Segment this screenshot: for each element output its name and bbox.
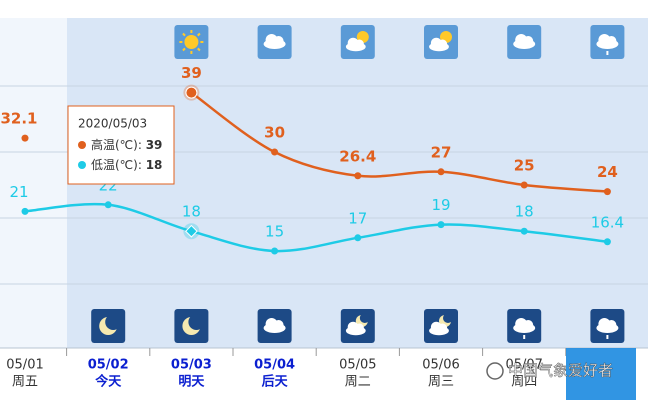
tooltip-row: 高温(℃): 39 [91, 137, 162, 152]
date-label: 05/01 [6, 358, 43, 373]
value-label: 15 [265, 223, 284, 241]
point [437, 168, 445, 176]
tooltip-label: 低温(℃): [91, 158, 146, 172]
date-label: 05/07 [505, 358, 542, 373]
sun-ray [182, 47, 186, 52]
tooltip-label: 高温(℃): [91, 137, 146, 152]
weekday-label: 明天 [178, 375, 205, 390]
tooltip-dot [78, 141, 86, 149]
point [21, 207, 29, 215]
value-label: 19 [431, 196, 450, 214]
point [603, 238, 611, 246]
date-label: 05/05 [339, 358, 376, 373]
sun-ray [182, 32, 186, 37]
weekday-label: 今天 [94, 374, 122, 390]
moon-cut [188, 314, 205, 330]
weekday-label: 周四 [511, 375, 537, 390]
sun-ray [197, 32, 201, 37]
value-label: 24 [597, 163, 618, 181]
point [271, 148, 279, 156]
value-label: 27 [431, 143, 452, 161]
point [354, 234, 362, 242]
value-label: 26.4 [339, 147, 376, 165]
tooltip-value: 39 [146, 138, 163, 152]
date-label: 05/06 [422, 358, 459, 373]
value-label: 16.4 [591, 213, 624, 231]
point [185, 224, 198, 238]
value-label: 39 [181, 64, 202, 82]
weekday-label: 周二 [345, 375, 371, 390]
value-label: 32.1 [0, 110, 37, 128]
cloud-part [354, 39, 364, 49]
value-label: 25 [514, 157, 535, 175]
date-label: 05/03 [171, 358, 212, 373]
cloud-part [354, 323, 364, 333]
value-label: 17 [348, 209, 367, 227]
cloud-part [438, 39, 448, 49]
tooltip-dot [78, 161, 86, 169]
date-label: 05/02 [88, 358, 129, 373]
cloud-part [273, 36, 284, 46]
cloud-part [606, 36, 617, 46]
logo-box [566, 348, 636, 400]
point [271, 247, 279, 255]
temp-line [190, 91, 608, 193]
moon-cut [359, 313, 370, 323]
point [185, 86, 198, 99]
point [21, 134, 29, 142]
value-label: 18 [182, 203, 201, 221]
point [104, 201, 112, 209]
sun-ray [197, 47, 201, 52]
point [354, 172, 362, 180]
point [603, 188, 611, 196]
cloud-part [606, 320, 617, 330]
cloud-part [523, 36, 534, 46]
weekday-label: 周三 [428, 375, 454, 390]
point [437, 221, 445, 229]
cloud-part [438, 323, 448, 333]
temp-line [24, 202, 608, 253]
sun [184, 35, 199, 49]
point [520, 227, 528, 235]
value-label: 21 [9, 183, 28, 201]
tooltip-row: 低温(℃): 18 [91, 158, 162, 172]
tooltip-title: 2020/05/03 [78, 117, 147, 131]
date-label: 05/04 [254, 358, 295, 373]
logo-icon [486, 362, 504, 380]
value-label: 30 [264, 124, 285, 142]
moon-cut [105, 314, 122, 330]
cloud-part [273, 320, 284, 330]
weekday-label: 后天 [262, 374, 289, 390]
point [520, 181, 528, 189]
value-label: 18 [515, 203, 534, 221]
watermark: 中国气象爱好者 [508, 362, 613, 380]
moon-cut [443, 313, 453, 323]
cloud-part [523, 320, 534, 330]
tooltip-value: 18 [146, 158, 163, 172]
weekday-label: 周五 [12, 375, 38, 390]
past-area [0, 18, 67, 348]
